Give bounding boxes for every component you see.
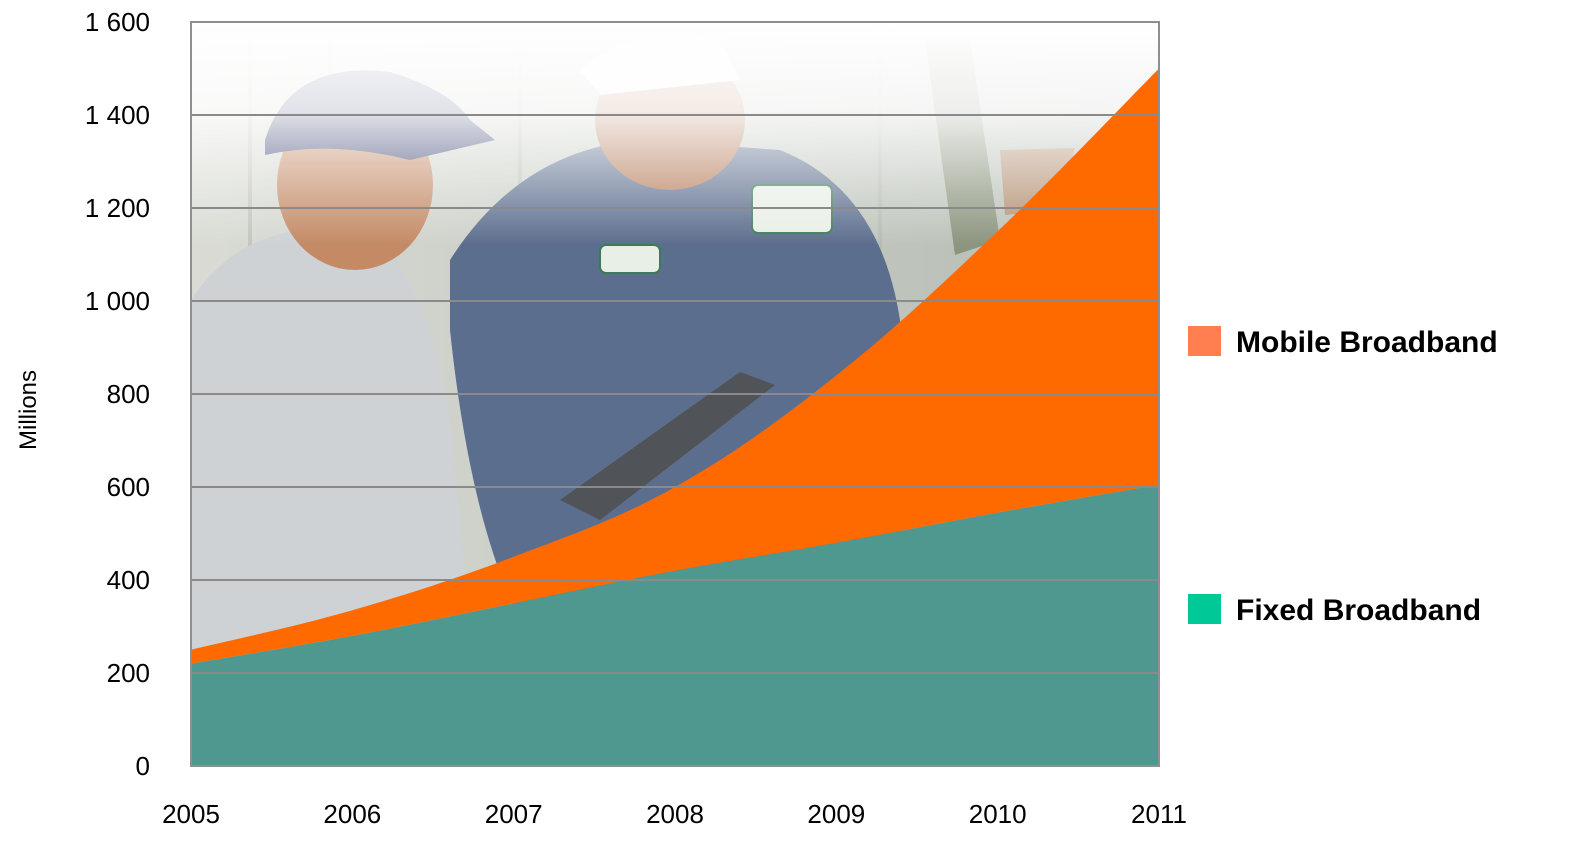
legend-swatch-mobile-broadband — [1188, 326, 1221, 356]
legend-label-mobile-broadband: Mobile Broadband — [1236, 326, 1498, 359]
y-tick-label: 400 — [107, 565, 150, 595]
x-tick-label: 2011 — [1131, 799, 1187, 829]
legend: Mobile Broadband Fixed Broadband — [1188, 326, 1498, 627]
area-series-group — [191, 68, 1159, 766]
y-tick-label: 600 — [107, 472, 150, 502]
legend-swatch-fixed-broadband — [1188, 594, 1221, 624]
y-tick-label: 1 200 — [85, 193, 150, 223]
y-tick-label: 0 — [136, 751, 150, 781]
y-axis-title: Millions — [15, 370, 42, 450]
gridlines — [191, 114, 1159, 674]
x-tick-label: 2010 — [969, 799, 1027, 829]
y-tick-label: 1 000 — [85, 286, 150, 316]
x-tick-label: 2007 — [485, 799, 543, 829]
y-axis-ticks: 0 200 400 600 800 1 000 1 200 1 400 1 600 — [85, 7, 150, 781]
y-tick-label: 1 400 — [85, 100, 150, 130]
y-tick-label: 200 — [107, 658, 150, 688]
y-tick-label: 800 — [107, 379, 150, 409]
x-tick-label: 2009 — [807, 799, 865, 829]
legend-label-fixed-broadband: Fixed Broadband — [1236, 594, 1481, 627]
x-tick-label: 2008 — [646, 799, 704, 829]
plot-frame — [190, 21, 1160, 767]
y-tick-label: 1 600 — [85, 7, 150, 37]
x-axis-ticks: 2005 2006 2007 2008 2009 2010 2011 — [162, 799, 1187, 829]
area-fixed-broadband — [191, 484, 1159, 766]
area-mobile-broadband — [191, 68, 1159, 664]
x-tick-label: 2005 — [162, 799, 220, 829]
x-tick-label: 2006 — [323, 799, 381, 829]
